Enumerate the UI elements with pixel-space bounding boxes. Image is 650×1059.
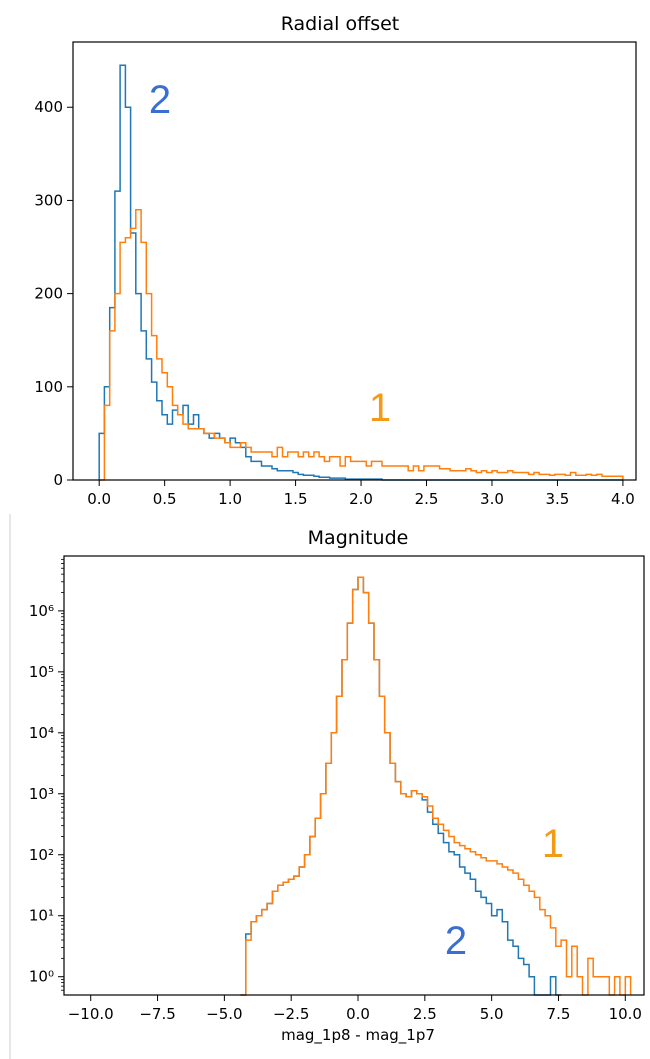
radial-x-axis: 0.0 0.5 1.0 1.5 2.0 2.5 3.0 3.5 4.0 — [87, 480, 635, 508]
magnitude-x-tick-label: −2.5 — [273, 1005, 309, 1023]
magnitude-annotation-1: 1 — [542, 822, 564, 866]
radial-x-tick-label: 3.5 — [546, 490, 570, 508]
magnitude-y-tick-label: 10⁶ — [29, 602, 54, 620]
magnitude-x-tick-label: 2.5 — [413, 1005, 437, 1023]
magnitude-x-tick-label: −10.0 — [68, 1005, 114, 1023]
magnitude-annotation-2: 2 — [445, 919, 467, 963]
magnitude-y-tick-label: 10⁵ — [29, 663, 54, 681]
radial-series-group — [98, 64, 624, 481]
radial-offset-chart: Radial offset 0.0 0.5 1.0 1.5 2.0 2.5 3.0 3.5 4.… — [34, 13, 637, 508]
magnitude-x-tick-label: 5.0 — [480, 1005, 504, 1023]
radial-chart-title: Radial offset — [281, 13, 399, 35]
magnitude-x-tick-label: 7.5 — [547, 1005, 571, 1023]
magnitude-x-tick-label: −7.5 — [139, 1005, 175, 1023]
magnitude-series-group — [240, 576, 632, 996]
magnitude-y-axis: 10⁰ 10¹ 10² 10³ 10⁴ 10⁵ 10⁶ — [29, 558, 64, 991]
radial-x-tick-label: 2.5 — [415, 490, 439, 508]
magnitude-chart-title: Magnitude — [308, 527, 409, 549]
radial-x-tick-label: 0.5 — [153, 490, 177, 508]
radial-x-tick-label: 0.0 — [87, 490, 111, 508]
radial-series-line-1 — [98, 64, 623, 481]
radial-y-tick-label: 400 — [34, 98, 63, 116]
magnitude-y-tick-label: 10⁰ — [29, 968, 54, 986]
radial-x-tick-label: 3.0 — [480, 490, 504, 508]
magnitude-y-tick-label: 10³ — [29, 785, 54, 803]
magnitude-x-tick-label: −5.0 — [206, 1005, 242, 1023]
radial-y-tick-label: 100 — [34, 378, 63, 396]
magnitude-x-tick-label: 10.0 — [609, 1005, 642, 1023]
magnitude-series-line-2 — [240, 576, 632, 996]
radial-y-tick-label: 300 — [34, 191, 63, 209]
radial-y-tick-label: 0 — [53, 471, 63, 489]
radial-plot-frame — [72, 41, 637, 481]
radial-x-tick-label: 1.0 — [218, 490, 242, 508]
radial-y-tick-label: 200 — [34, 285, 63, 303]
magnitude-y-tick-label: 10² — [29, 846, 54, 864]
magnitude-x-tick-label: 0.0 — [346, 1005, 370, 1023]
magnitude-y-tick-label: 10⁴ — [29, 724, 54, 742]
magnitude-x-label: mag_1p8 - mag_1p7 — [281, 1026, 435, 1045]
radial-x-tick-label: 1.5 — [284, 490, 308, 508]
radial-annotation-2: 2 — [149, 78, 171, 122]
radial-y-axis: 0 100 200 300 400 — [34, 98, 73, 489]
radial-series-line-2 — [99, 208, 624, 481]
radial-annotation-1: 1 — [369, 386, 391, 430]
radial-x-tick-label: 2.0 — [349, 490, 373, 508]
magnitude-y-tick-label: 10¹ — [29, 907, 54, 925]
radial-x-tick-label: 4.0 — [611, 490, 635, 508]
magnitude-x-axis: −10.0 −7.5 −5.0 −2.5 0.0 2.5 5.0 7.5 10.0 — [68, 995, 642, 1023]
magnitude-chart: Magnitude −10.0 −7.5 −5.0 −2.5 0.0 2.5 5.0 7.5 1… — [9, 514, 645, 1059]
magnitude-plot-frame — [63, 555, 645, 996]
